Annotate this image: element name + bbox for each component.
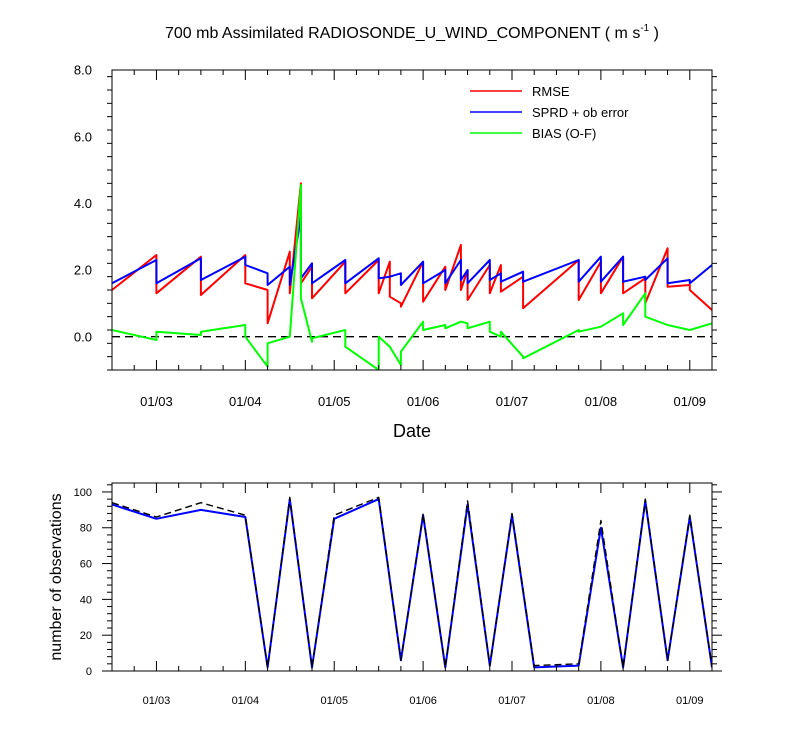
top-axes: 01/03 01/04 01/05 01/06 01/07 01/08 01/09 0.0 2.… (74, 63, 717, 409)
legend-label-bias: BIAS (O-F) (532, 126, 596, 141)
legend-label-sprd: SPRD + ob error (532, 105, 629, 120)
legend-label-rmse: RMSE (532, 84, 570, 99)
p1-xtick-label-5: 01/08 (587, 695, 615, 707)
p0-ytick-label-2: 4.0 (74, 196, 92, 211)
p1-series-total (112, 496, 712, 669)
bottom-axes: 01/03 01/04 01/05 01/06 01/07 01/08 01/09 0 20 40… (74, 483, 722, 707)
p0-xtick-label-0: 01/03 (140, 394, 173, 409)
p0-xtick-label-5: 01/08 (585, 394, 618, 409)
p1-ytick-label-1: 20 (80, 630, 92, 642)
p0-series-sprd-ob-error (112, 215, 712, 286)
p0-ytick-label-4: 8.0 (74, 63, 92, 78)
legend: RMSE SPRD + ob error BIAS (O-F) (470, 84, 629, 141)
p0-series-rmse (112, 182, 712, 325)
p0-series-bias-o-f (112, 184, 712, 370)
p1-ytick-label-0: 0 (86, 666, 92, 678)
p1-ytick-label-5: 100 (74, 487, 92, 499)
p1-ytick-label-3: 60 (80, 559, 92, 571)
p1-xtick-label-6: 01/09 (676, 695, 704, 707)
p1-xtick-label-0: 01/03 (143, 695, 171, 707)
p1-ytick-label-4: 80 (80, 523, 92, 535)
chart-title: 700 mb Assimilated RADIOSONDE_U_WIND_COM… (165, 23, 659, 42)
p1-xtick-label-3: 01/06 (409, 695, 437, 707)
top-plot-area (112, 182, 712, 370)
chart-title-end: ) (649, 25, 659, 42)
top-chart-panel: 01/03 01/04 01/05 01/06 01/07 01/08 01/09 0.0 2.… (74, 63, 717, 441)
p0-xtick-label-2: 01/05 (318, 394, 351, 409)
chart-title-unit-exp: -1 (640, 23, 649, 34)
chart-title-main: 700 mb Assimilated RADIOSONDE_U_WIND_COM… (165, 25, 640, 42)
p0-xtick-label-6: 01/09 (674, 394, 707, 409)
top-x-axis-label: Date (393, 421, 431, 441)
bottom-y-axis-label: number of observations (48, 493, 65, 660)
p1-ytick-label-2: 40 (80, 594, 92, 606)
p0-xtick-label-3: 01/06 (407, 394, 440, 409)
p1-xtick-label-1: 01/04 (232, 695, 260, 707)
top-plot-frame (111, 69, 713, 371)
p1-xtick-label-2: 01/05 (320, 695, 348, 707)
p0-xtick-label-1: 01/04 (229, 394, 262, 409)
p1-xtick-label-4: 01/07 (498, 695, 526, 707)
p0-ytick-label-3: 6.0 (74, 129, 92, 144)
p0-ytick-label-1: 2.0 (74, 263, 92, 278)
bottom-plot-area (112, 496, 712, 669)
p0-ytick-label-0: 0.0 (74, 329, 92, 344)
bottom-plot-frame (111, 482, 713, 672)
bottom-chart-panel: 01/03 01/04 01/05 01/06 01/07 01/08 01/09 0 20 40… (48, 482, 722, 707)
p0-xtick-label-4: 01/07 (496, 394, 529, 409)
